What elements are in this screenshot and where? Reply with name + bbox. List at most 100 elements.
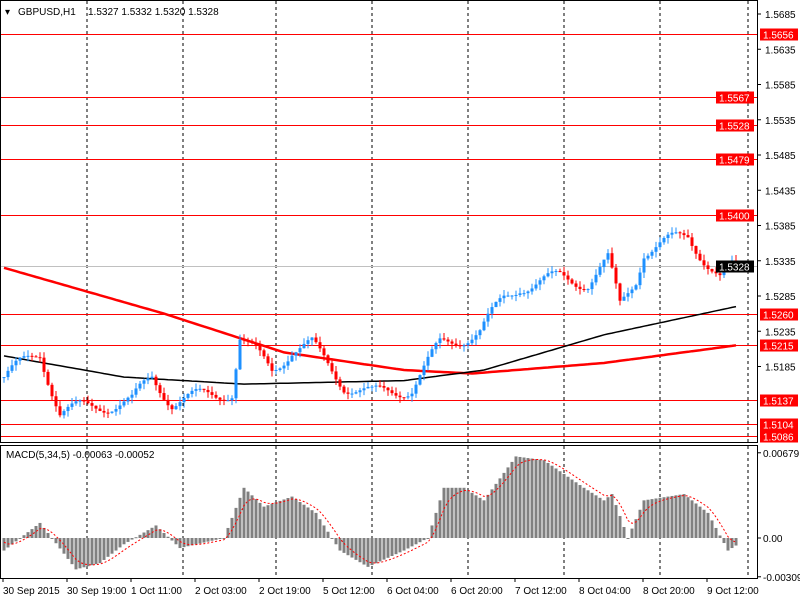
candle-body	[438, 338, 442, 344]
price-level-label: 1.5656	[763, 31, 794, 42]
candle-body	[446, 339, 450, 342]
candle-body	[62, 411, 66, 416]
macd-bar	[698, 506, 702, 538]
candle-body	[674, 232, 678, 234]
macd-bar	[242, 487, 246, 538]
macd-bar	[342, 538, 346, 553]
main-panel-border	[0, 0, 758, 443]
macd-bar	[278, 500, 282, 538]
candle-body	[198, 388, 202, 390]
price-level-badge	[760, 430, 798, 443]
macd-bar	[678, 494, 682, 538]
price-level-badge	[716, 153, 754, 166]
macd-bar	[634, 519, 638, 538]
candle-body	[14, 360, 18, 366]
candle-body	[194, 389, 198, 391]
candle-body	[462, 345, 466, 347]
macd-bar	[578, 485, 582, 538]
candle-body	[398, 395, 402, 398]
price-tick-label: 1.5585	[765, 81, 796, 92]
macd-panel-border	[0, 445, 758, 579]
candle-body	[182, 397, 186, 403]
price-level-label: 1.5567	[719, 94, 750, 105]
candle-body	[326, 355, 330, 364]
macd-bar	[618, 516, 622, 538]
macd-bar	[306, 507, 310, 538]
candle-body	[142, 380, 146, 384]
macd-bar	[250, 495, 254, 538]
macd-bar	[382, 538, 386, 560]
macd-bar	[402, 538, 406, 551]
candle-body	[474, 335, 478, 340]
macd-bar	[690, 500, 694, 538]
macd-bar	[558, 471, 562, 538]
candle-body	[510, 295, 514, 297]
macd-bar	[298, 502, 302, 538]
macd-bar	[334, 538, 338, 545]
candle-body	[270, 363, 274, 371]
macd-bar	[74, 538, 78, 570]
time-tick-label: 30 Sep 19:00	[67, 586, 127, 597]
macd-bar	[582, 487, 586, 538]
candle-body	[306, 340, 310, 344]
macd-bar	[494, 483, 498, 538]
macd-bar	[710, 520, 714, 538]
macd-bar	[302, 504, 306, 538]
macd-bar	[42, 527, 46, 538]
macd-bar	[590, 492, 594, 538]
macd-bar	[606, 497, 610, 538]
macd-bar	[130, 538, 134, 540]
candle-body	[66, 406, 70, 412]
macd-bar	[718, 535, 722, 538]
macd-bar	[426, 538, 430, 539]
candle-body	[550, 271, 554, 274]
candle-body	[70, 403, 74, 407]
macd-bar	[466, 490, 470, 538]
candle-body	[586, 289, 590, 291]
candle-body	[374, 385, 378, 387]
macd-bar	[550, 465, 554, 538]
candle-body	[418, 375, 422, 385]
macd-bar	[598, 497, 602, 538]
macd-bar	[354, 538, 358, 560]
candle-body	[246, 339, 250, 341]
macd-bar	[694, 503, 698, 538]
candle-body	[290, 355, 294, 362]
macd-bar	[106, 538, 110, 557]
candle-body	[298, 348, 302, 353]
price-level-badge	[760, 394, 798, 407]
price-tick-label: 1.5685	[765, 10, 796, 21]
candle-body	[394, 393, 398, 396]
macd-bar	[98, 538, 102, 564]
candle-body	[2, 377, 6, 379]
candle-body	[174, 406, 178, 410]
macd-bar	[10, 538, 14, 545]
candle-body	[314, 337, 318, 343]
candle-body	[210, 392, 214, 395]
candle-body	[498, 298, 502, 302]
macd-bar	[126, 538, 130, 542]
candle-body	[6, 370, 10, 378]
candle-body	[294, 352, 298, 356]
macd-tick-label: 0.00	[763, 534, 783, 545]
price-level-label: 1.5215	[763, 342, 794, 353]
candle-body	[582, 289, 586, 291]
candle-body	[614, 267, 618, 284]
macd-bar	[674, 495, 678, 538]
macd-bar	[626, 538, 630, 539]
macd-bar	[202, 538, 206, 543]
candle-body	[522, 293, 526, 295]
macd-bar	[390, 538, 394, 556]
macd-bar	[62, 538, 66, 554]
macd-bar	[90, 538, 94, 566]
candle-body	[234, 369, 238, 399]
price-tick-label: 1.5235	[765, 327, 796, 338]
macd-bar	[730, 538, 734, 549]
macd-bar	[326, 531, 330, 538]
macd-bar	[6, 538, 10, 548]
candle-body	[666, 234, 670, 238]
candle-body	[526, 291, 530, 294]
candle-body	[162, 393, 166, 400]
candle-body	[282, 365, 286, 369]
